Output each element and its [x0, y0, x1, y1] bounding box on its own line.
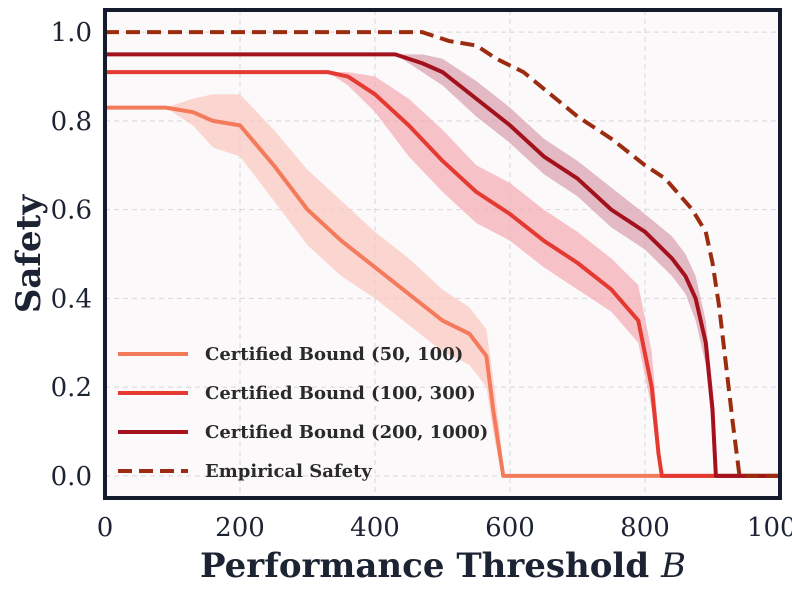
legend-label-2: Certified Bound (200, 1000)	[205, 422, 488, 443]
series-line-0	[105, 105, 780, 478]
x-tick-label: 400	[350, 513, 400, 543]
y-ticks: 0.0 0.2 0.4 0.6 0.8 1.0	[51, 18, 92, 492]
legend-label-0: Certified Bound (50, 100)	[205, 344, 463, 365]
y-tick-label: 1.0	[51, 18, 92, 48]
y-tick-label: 0.8	[51, 107, 92, 137]
y-tick-label: 0.4	[51, 284, 92, 314]
x-tick-label: 800	[620, 513, 670, 543]
x-tick-label: 200	[215, 513, 265, 543]
y-tick-label: 0.6	[51, 196, 92, 226]
x-axis-title: Performance Threshold B	[200, 546, 686, 586]
y-axis-title: Safety	[9, 194, 49, 314]
x-tick-label: 1000	[747, 513, 792, 543]
series-line-1	[105, 70, 780, 478]
x-tick-label: 0	[97, 513, 114, 543]
legend-label-1: Certified Bound (100, 300)	[205, 383, 476, 404]
confidence-band-1	[105, 72, 780, 476]
x-ticks: 0 200 400 600 800 1000	[97, 513, 792, 543]
series-line-3	[105, 30, 780, 478]
x-axis-title-variable: B	[660, 546, 686, 586]
x-tick-label: 600	[485, 513, 535, 543]
series-lines	[105, 30, 780, 478]
y-tick-label: 0.0	[51, 462, 92, 492]
x-axis-title-text: Performance Threshold	[200, 546, 649, 586]
plot-frame	[103, 8, 782, 500]
y-tick-label: 0.2	[51, 373, 92, 403]
series-line-2	[105, 52, 780, 478]
confidence-bands	[105, 54, 780, 476]
legend: Certified Bound (50, 100) Certified Bound…	[118, 344, 488, 482]
legend-label-3: Empirical Safety	[205, 461, 372, 482]
confidence-band-0	[105, 94, 780, 476]
